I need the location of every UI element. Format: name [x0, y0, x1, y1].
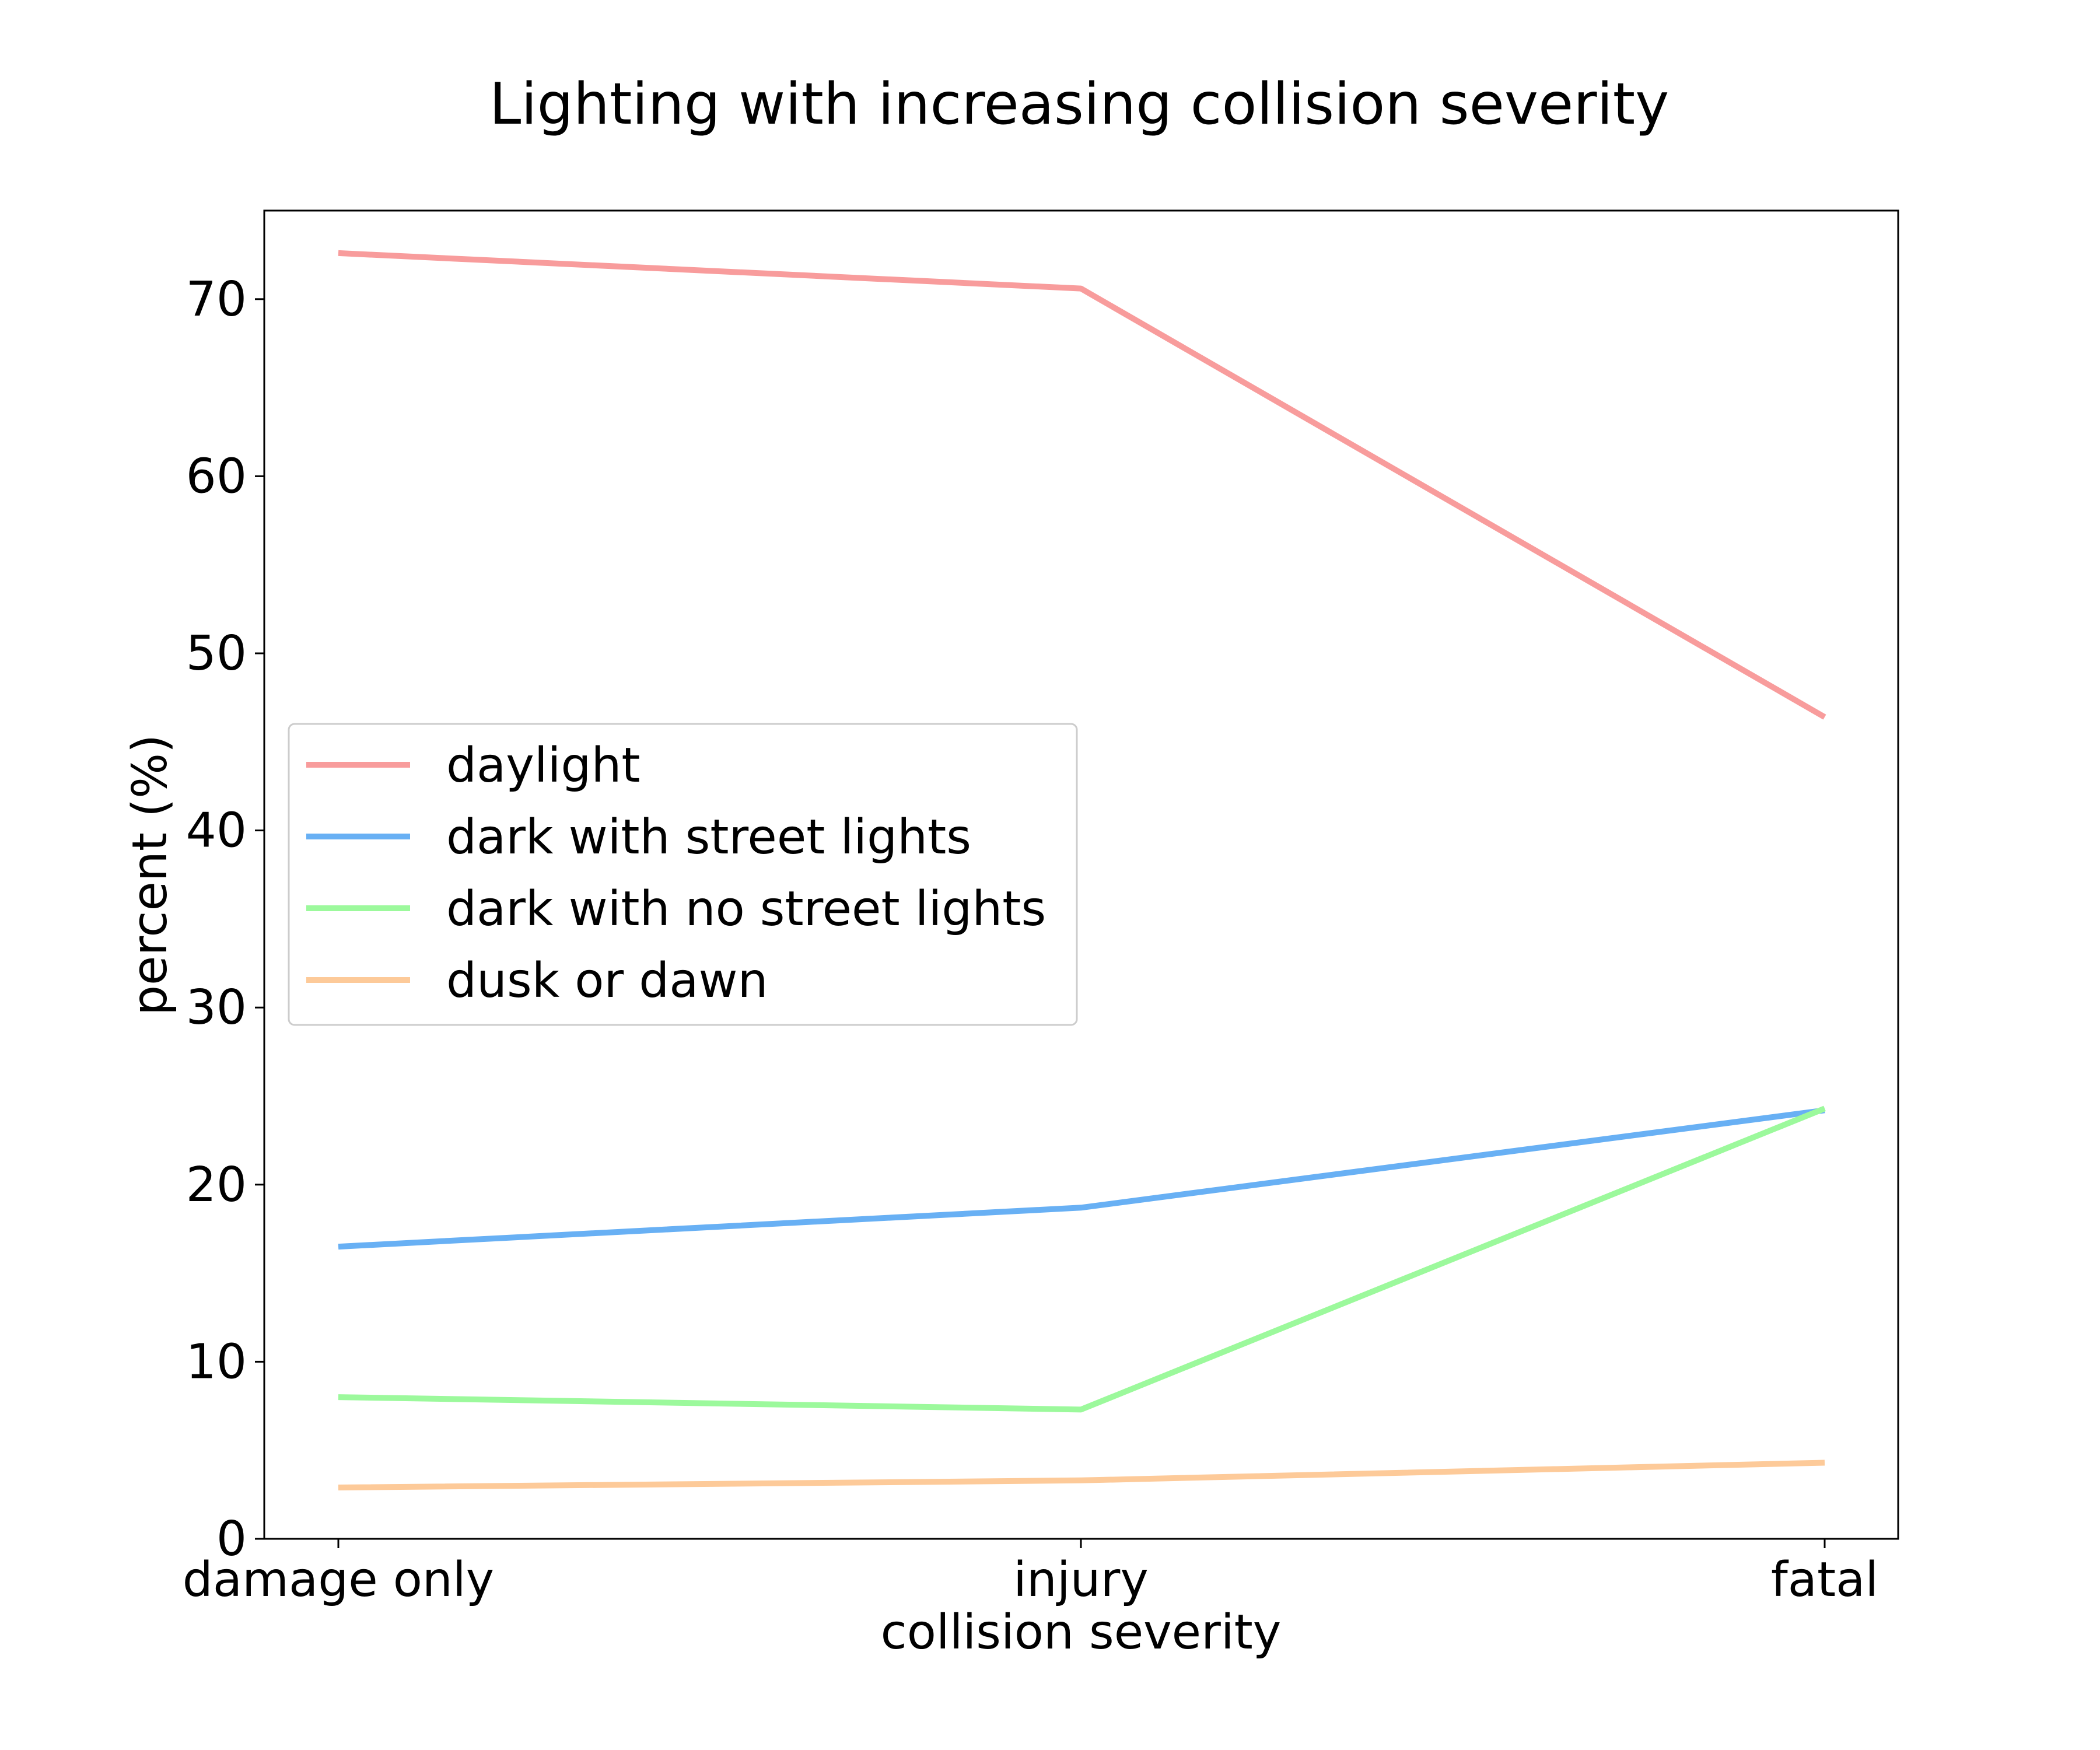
- y-tick-label: 50: [186, 626, 247, 681]
- y-tick-label: 0: [216, 1511, 247, 1567]
- x-axis-label: collision severity: [881, 1605, 1282, 1660]
- series-line-4: [338, 1460, 1825, 1490]
- chart-title: Lighting with increasing collision sever…: [489, 71, 1669, 138]
- y-axis-label: percent (%): [123, 734, 178, 1016]
- x-tick-label: damage only: [183, 1552, 494, 1608]
- y-tick-label: 70: [186, 272, 247, 327]
- y-tick-label: 40: [186, 803, 247, 859]
- legend-label: dusk or dawn: [446, 953, 768, 1009]
- series-line-1: [338, 250, 1826, 720]
- legend: daylight dark with street lights dark with…: [288, 723, 1078, 1026]
- plot-lines: [338, 250, 1826, 1490]
- legend-label: daylight: [446, 738, 640, 793]
- y-tick-label: 60: [186, 449, 247, 504]
- x-tick-label: fatal: [1771, 1552, 1878, 1608]
- y-axis: 0 10 20 30 40 50 60 70: [186, 272, 264, 1567]
- y-tick-label: 10: [186, 1334, 247, 1390]
- legend-label: dark with street lights: [446, 810, 971, 865]
- legend-label: dark with no street lights: [446, 881, 1046, 937]
- legend-frame: [288, 723, 1078, 1026]
- y-tick-label: 20: [186, 1157, 247, 1213]
- x-axis: damage only injury fatal: [183, 1539, 1878, 1608]
- x-tick-label: injury: [1013, 1552, 1149, 1608]
- y-tick-label: 30: [186, 980, 247, 1035]
- series-line-2: [338, 1107, 1825, 1250]
- series-line-3: [338, 1105, 1826, 1413]
